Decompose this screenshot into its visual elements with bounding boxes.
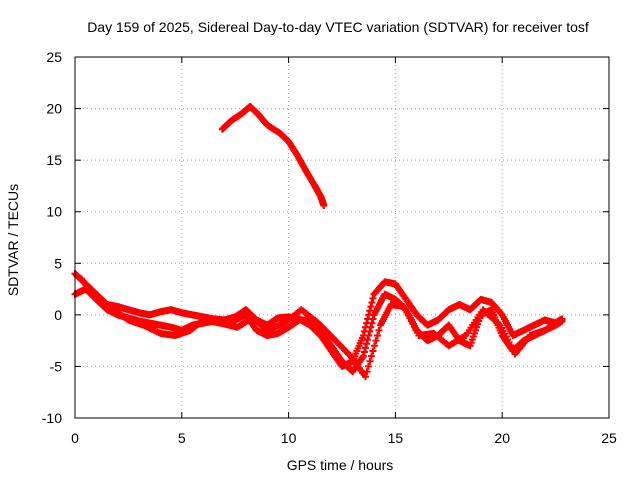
x-tick-label: 0 — [71, 430, 79, 446]
data-point — [366, 357, 374, 365]
data-point — [373, 331, 381, 339]
data-point — [369, 294, 377, 302]
plot-frame — [74, 56, 610, 419]
data-point — [363, 368, 371, 376]
series-upper-arc — [218, 103, 328, 210]
data-point — [367, 323, 375, 331]
data-point — [361, 344, 369, 352]
y-tick-label: -5 — [50, 358, 63, 374]
series-track-c — [77, 275, 564, 381]
data-point — [368, 319, 376, 327]
grid — [75, 57, 609, 418]
data-point — [556, 316, 564, 324]
x-tick-label: 5 — [178, 430, 186, 446]
data-point — [367, 352, 375, 360]
x-tick-label: 25 — [601, 430, 617, 446]
data-point — [375, 326, 383, 334]
data-point — [364, 362, 372, 370]
chart-title: Day 159 of 2025, Sidereal Day-to-day VTE… — [87, 19, 589, 35]
x-tick-label: 15 — [388, 430, 404, 446]
data-point — [366, 307, 374, 315]
data-point — [359, 352, 367, 360]
y-tick-label: 25 — [46, 49, 62, 65]
y-tick-label: 20 — [46, 101, 62, 117]
data-point — [360, 348, 368, 356]
y-axis-label: SDTVAR / TECUs — [5, 184, 21, 296]
y-tick-label: -10 — [42, 410, 62, 426]
data-point — [365, 331, 373, 339]
data-point — [361, 373, 369, 381]
data-point — [363, 340, 371, 348]
data-point — [369, 315, 377, 323]
tick-labels: 0 5 10 15 20 25 -10 -5 0 5 10 15 20 25 — [42, 49, 617, 446]
y-tick-label: 0 — [54, 307, 62, 323]
data-point — [364, 336, 372, 344]
data-point — [370, 342, 378, 350]
x-tick-label: 20 — [494, 430, 510, 446]
data-series — [71, 103, 566, 381]
data-point — [372, 337, 380, 345]
x-tick-label: 10 — [281, 430, 297, 446]
data-point — [366, 327, 374, 335]
data-point — [367, 303, 375, 311]
data-point — [368, 298, 376, 306]
x-axis-label: GPS time / hours — [287, 457, 394, 473]
data-point — [320, 202, 328, 210]
y-tick-label: 5 — [54, 255, 62, 271]
y-tick-label: 15 — [46, 152, 62, 168]
y-tick-label: 10 — [46, 204, 62, 220]
data-point — [369, 347, 377, 355]
